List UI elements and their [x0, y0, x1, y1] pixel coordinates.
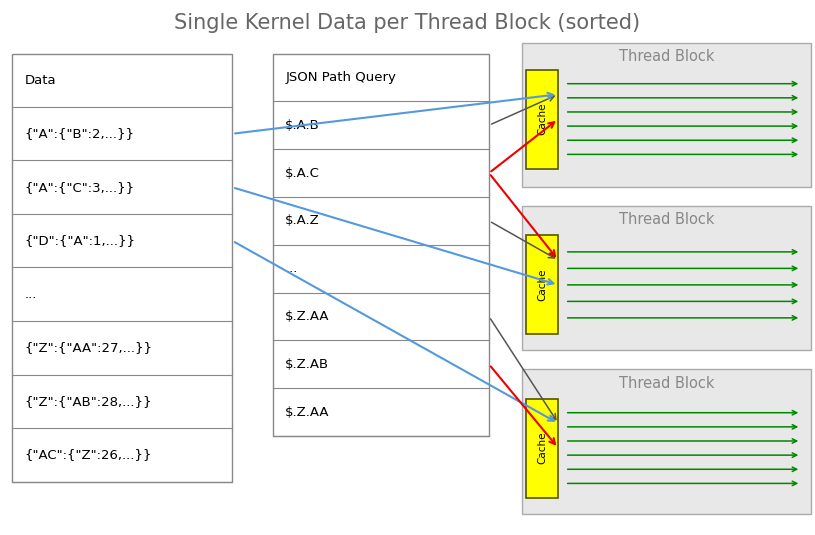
- Bar: [526, 235, 558, 334]
- Text: $.A.C: $.A.C: [285, 166, 320, 180]
- Text: {"A":{"B":2,...}}: {"A":{"B":2,...}}: [24, 127, 134, 140]
- Text: {"Z":{"AB":28,...}}: {"Z":{"AB":28,...}}: [24, 395, 152, 408]
- Bar: [273, 54, 489, 436]
- Text: {"AC":{"Z":26,...}}: {"AC":{"Z":26,...}}: [24, 448, 152, 461]
- Text: $.Z.AB: $.Z.AB: [285, 358, 329, 371]
- Bar: [526, 399, 558, 498]
- Text: $.Z.AA: $.Z.AA: [285, 310, 330, 323]
- Text: Thread Block: Thread Block: [619, 376, 714, 391]
- Bar: [12, 54, 232, 482]
- Text: ...: ...: [24, 288, 37, 301]
- Text: Cache: Cache: [537, 432, 547, 464]
- Text: $.Z.AA: $.Z.AA: [285, 406, 330, 418]
- Bar: [522, 206, 811, 350]
- Text: {"A":{"C":3,...}}: {"A":{"C":3,...}}: [24, 181, 134, 194]
- Text: Thread Block: Thread Block: [619, 49, 714, 64]
- Text: Cache: Cache: [537, 103, 547, 135]
- Text: ...: ...: [285, 262, 297, 275]
- Bar: [522, 369, 811, 514]
- Bar: [526, 70, 558, 169]
- Text: Single Kernel Data per Thread Block (sorted): Single Kernel Data per Thread Block (sor…: [174, 13, 641, 33]
- Text: {"Z":{"AA":27,...}}: {"Z":{"AA":27,...}}: [24, 341, 152, 354]
- Text: Cache: Cache: [537, 269, 547, 301]
- Text: Data: Data: [24, 74, 56, 87]
- Text: $.A.B: $.A.B: [285, 119, 320, 132]
- Text: $.A.Z: $.A.Z: [285, 215, 320, 227]
- Text: Thread Block: Thread Block: [619, 212, 714, 227]
- Text: JSON Path Query: JSON Path Query: [285, 71, 396, 84]
- Text: {"D":{"A":1,...}}: {"D":{"A":1,...}}: [24, 234, 135, 247]
- Bar: [522, 43, 811, 187]
